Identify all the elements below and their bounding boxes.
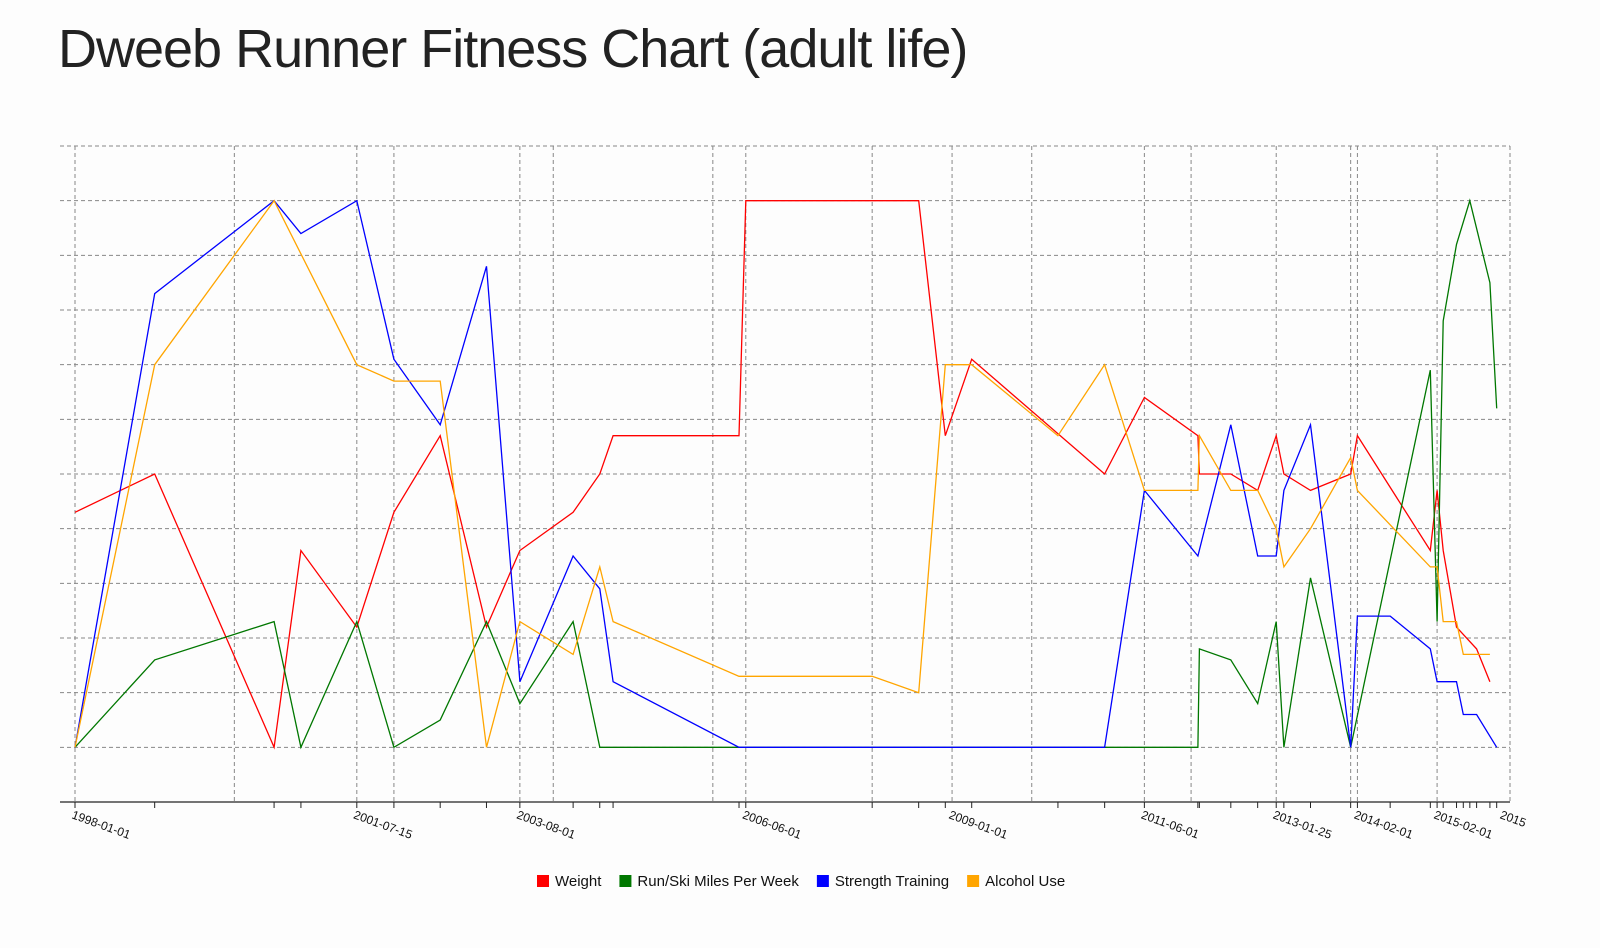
x-tick-label: 2009-01-01: [947, 808, 1010, 842]
x-tick-label: 2015: [1498, 808, 1528, 830]
legend: Weight Run/Ski Miles Per Week Strength Tra…: [537, 873, 1065, 890]
legend-label: Strength Training: [835, 873, 949, 890]
series-lines: [74, 198, 1498, 750]
legend-swatch: [537, 875, 549, 887]
x-tick-label: 2013-01-25: [1271, 808, 1334, 842]
series-line-3: [74, 199, 1490, 748]
x-axis: 1998-01-01 2001-07-15 2003-08-01 2006-06-01…: [60, 801, 1528, 842]
legend-swatch: [816, 875, 829, 887]
series-line-1: [74, 198, 1498, 750]
x-tick-label: 2011-06-01: [1139, 808, 1201, 842]
chart-title: Dweeb Runner Fitness Chart (adult life): [58, 19, 968, 79]
x-tick-label: 2001-07-15: [352, 808, 415, 842]
legend-label: Alcohol Use: [985, 873, 1065, 890]
x-tick-label: 2015-02-01: [1432, 808, 1495, 842]
legend-swatch: [967, 875, 980, 887]
x-tick-label: 2003-08-01: [515, 808, 578, 842]
legend-label: Weight: [555, 873, 602, 890]
x-tick-label: 1998-01-01: [70, 808, 133, 842]
grid-lines: [60, 145, 1511, 802]
legend-label: Run/Ski Miles Per Week: [637, 873, 799, 890]
x-tick-label: 2014-02-01: [1352, 808, 1415, 842]
legend-swatch: [619, 875, 632, 887]
series-line-0: [74, 200, 1491, 750]
x-tick-label: 2006-06-01: [741, 808, 804, 842]
series-line-2: [74, 199, 1498, 748]
